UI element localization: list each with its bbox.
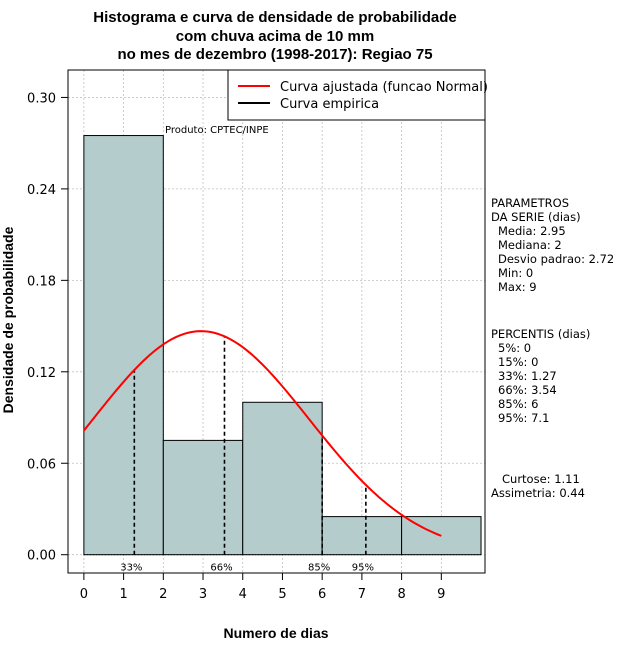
legend-box <box>227 69 486 121</box>
y-tick-label: 0.06 <box>27 457 56 472</box>
param-desvio: Desvio padrao: 2.72 <box>498 252 614 266</box>
histogram-bar <box>321 516 403 556</box>
y-tick-label: 0.30 <box>27 91 56 106</box>
y-axis-title: Densidade de probabilidade <box>0 226 16 413</box>
percentile-lines: 33% 66% 85% 95% <box>120 336 374 574</box>
percentile-label: 85% <box>308 563 330 574</box>
params-title-1: PARAMETROS <box>491 196 569 210</box>
param-max: Max: 9 <box>498 280 537 294</box>
percentile-label: 33% <box>120 563 142 574</box>
legend-label-normal: Curva ajustada (funcao Normal) <box>280 80 488 95</box>
product-annotation: Produto: CPTEC/INPE <box>165 125 269 136</box>
legend-label-empirical: Curva empirica <box>280 97 379 112</box>
x-tick-label: 8 <box>397 587 405 602</box>
x-tick-label: 3 <box>199 587 207 602</box>
percentil-33: 33%: 1.27 <box>498 369 557 383</box>
legend: Curva ajustada (funcao Normal) Curva emp… <box>227 69 488 121</box>
x-tick-label: 1 <box>119 587 127 602</box>
y-tick-label: 0.24 <box>27 183 56 198</box>
percentil-95: 95%: 7.1 <box>498 411 549 425</box>
x-tick-label: 7 <box>358 587 366 602</box>
axes: 0 1 2 3 4 5 6 7 8 9 0.00 0.06 0.12 0.18 0.24 0.30 <box>27 69 486 602</box>
normal-curve-line <box>83 330 442 537</box>
param-media: Media: 2.95 <box>498 224 566 238</box>
histogram-bar <box>83 135 164 556</box>
percentil-66: 66%: 3.54 <box>498 383 557 397</box>
assimetria-value: Assimetria: 0.44 <box>491 486 585 500</box>
y-tick-label: 0.00 <box>27 549 56 564</box>
normal-curve <box>83 330 442 537</box>
percentis-title: PERCENTIS (dias) <box>491 327 590 341</box>
x-tick-label: 0 <box>80 587 88 602</box>
param-min: Min: 0 <box>498 266 533 280</box>
y-tick-label: 0.18 <box>27 274 56 289</box>
curtose-value: Curtose: 1.11 <box>502 472 580 486</box>
x-tick-label: 9 <box>437 587 445 602</box>
y-tick-label: 0.12 <box>27 366 56 381</box>
percentil-5: 5%: 0 <box>498 341 531 355</box>
percentil-85: 85%: 6 <box>498 397 538 411</box>
x-tick-label: 6 <box>318 587 326 602</box>
chart-title-line-1: Histograma e curva de densidade de proba… <box>93 9 456 26</box>
histogram-bar <box>242 401 323 556</box>
percentil-15: 15%: 0 <box>498 355 538 369</box>
params-title-2: DA SERIE (dias) <box>491 210 581 224</box>
percentile-label: 95% <box>352 563 374 574</box>
chart-title-line-3: no mes de dezembro (1998-2017): Regiao 7… <box>117 46 432 63</box>
x-tick-label: 4 <box>239 587 247 602</box>
x-axis-title: Numero de dias <box>223 625 328 641</box>
x-tick-label: 2 <box>159 587 167 602</box>
percentile-label: 66% <box>210 563 232 574</box>
side-panel: PARAMETROS DA SERIE (dias) Media: 2.95 M… <box>491 196 614 500</box>
x-tick-label: 5 <box>278 587 286 602</box>
chart-title-line-2: com chuva acima de 10 mm <box>176 28 374 45</box>
param-mediana: Mediana: 2 <box>498 238 562 252</box>
histogram-bar <box>162 439 244 556</box>
